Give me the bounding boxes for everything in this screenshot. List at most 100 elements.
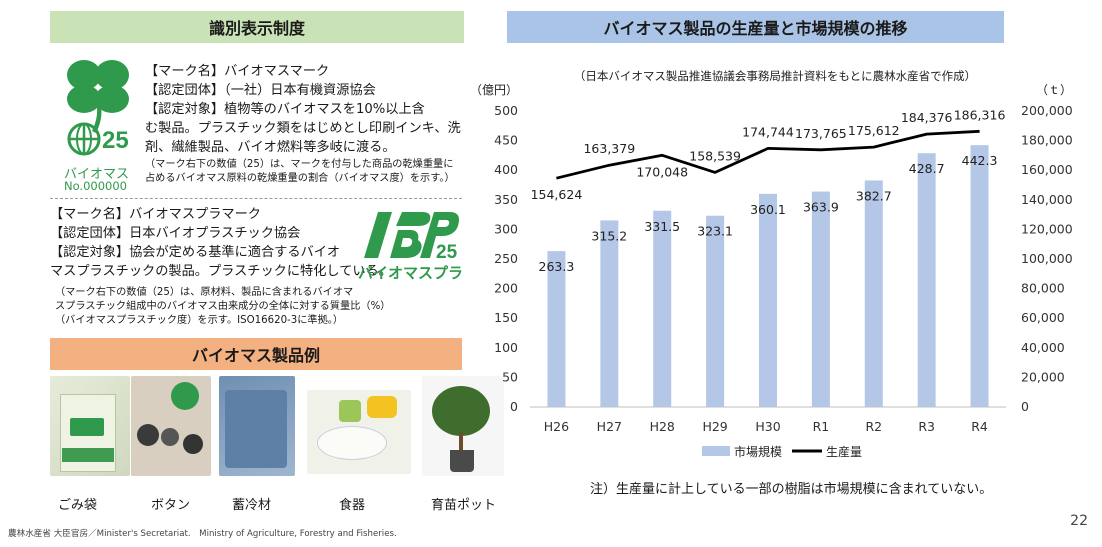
market-size-bar — [917, 153, 936, 407]
market-size-label: 428.7 — [909, 161, 945, 176]
example-caption: 蓄冷材 — [232, 498, 272, 513]
ident-section-title: 識別表示制度 — [208, 19, 305, 38]
y-right-tick: 160,000 — [1021, 162, 1073, 177]
y-left-tick: 400 — [494, 162, 518, 177]
example-caption: ごみ袋 — [58, 498, 98, 513]
section-divider — [50, 198, 462, 199]
y-right-tick: 40,000 — [1021, 340, 1065, 355]
biomass-mark-digits: 25 — [102, 127, 129, 154]
examples-section-title: バイオマス製品例 — [191, 346, 320, 365]
y-right-tick: 140,000 — [1021, 192, 1073, 207]
production-label: 175,612 — [848, 123, 900, 138]
production-label: 154,624 — [531, 187, 583, 202]
seedling-pot-photo — [422, 376, 504, 476]
market-size-bar — [759, 193, 777, 407]
market-size-bar — [547, 251, 566, 407]
market-size-bar — [864, 180, 883, 407]
mark1-note: 占めるバイオマス原料の乾燥重量の割合（バイオマス度）を示す。） — [145, 173, 455, 184]
page-number: 22 — [1070, 513, 1088, 529]
chart-section-header: バイオマス製品の生産量と市場規模の推移 — [507, 11, 1004, 43]
mark2-note: （バイオマスプラスチック度）を示す。ISO16620-3に準拠。） — [55, 315, 344, 326]
y-right-tick: 100,000 — [1021, 251, 1073, 266]
x-tick-label: R2 — [865, 419, 882, 434]
production-line — [556, 129, 980, 180]
production-market-chart: （日本バイオマス製品推進協議会事務局推計資料をもとに農林水産省で作成） （億円）… — [470, 69, 1073, 459]
chart-note: 注）生産量に計上している一部の樹脂は市場規模に含まれていない。 — [590, 482, 993, 497]
x-tick-label: H27 — [597, 419, 622, 434]
market-size-bar — [811, 191, 830, 407]
mark1-line: 剤、繊維製品、バイオ燃料等多岐に渡る。 — [145, 140, 396, 155]
mark1-line: 【認定対象】植物等のバイオマスを10%以上含 — [145, 102, 425, 117]
biomass-mark-number: No.000000 — [64, 179, 127, 193]
y-left-tick: 450 — [494, 133, 518, 148]
y-left-tick: 100 — [494, 340, 518, 355]
legend-line-label: 生産量 — [826, 444, 862, 459]
legend-bar-label: 市場規模 — [734, 444, 782, 459]
examples-section-header: バイオマス製品例 — [50, 338, 462, 370]
production-label: 158,539 — [689, 148, 741, 163]
cold-pack-photo — [219, 376, 295, 476]
mark1-line: む製品。プラスチック類をはじめとし印刷インキ、洗 — [145, 121, 461, 136]
bp-mark-text: バイオマスプラ — [358, 264, 464, 282]
y-right-unit: （ｔ） — [1036, 83, 1072, 97]
market-size-label: 315.2 — [591, 228, 627, 243]
mark2-note: スプラスチック組成中のバイオマス由来成分の全体に対する質量比（%） — [55, 301, 391, 312]
legend-bar-swatch — [702, 446, 730, 456]
mark2-line: 【認定対象】協会が定める基準に適合するバイオ — [50, 245, 341, 260]
market-size-label: 331.5 — [644, 219, 680, 234]
mark2-line: マスプラスチックの製品。プラスチックに特化している。 — [50, 264, 392, 279]
market-size-label: 360.1 — [750, 202, 786, 217]
chart-legend: 市場規模 生産量 — [702, 444, 862, 459]
mark1-note: （マーク右下の数値（25）は、マークを付与した商品の乾燥重量に — [145, 159, 454, 170]
y-left-tick: 150 — [494, 310, 518, 325]
market-size-label: 442.3 — [962, 153, 998, 168]
bp-mark-icon — [364, 212, 459, 258]
y-right-tick: 0 — [1021, 399, 1029, 414]
production-label: 173,765 — [795, 126, 847, 141]
example-caption: 食器 — [339, 498, 366, 513]
tableware-photo — [307, 390, 411, 474]
market-size-label: 323.1 — [697, 224, 733, 239]
mark2-note: （マーク右下の数値（25）は、原材料、製品に含まれるバイオマ — [55, 287, 354, 298]
mark1-line: 【マーク名】バイオマスマーク — [145, 64, 330, 79]
market-size-bar — [706, 215, 725, 407]
x-tick-label: H29 — [702, 419, 727, 434]
y-right-tick: 120,000 — [1021, 221, 1073, 236]
y-left-tick: 300 — [494, 221, 518, 236]
market-size-label: 263.3 — [539, 259, 575, 274]
y-left-tick: 50 — [502, 369, 518, 384]
production-label: 174,744 — [742, 124, 794, 139]
mark1-line: 【認定団体】（一社）日本有機資源協会 — [145, 83, 376, 98]
y-right-tick: 60,000 — [1021, 310, 1065, 325]
biomass-plastic-mark-logo: 25 バイオマスプラ — [358, 206, 464, 282]
production-label: 186,316 — [954, 107, 1006, 122]
x-tick-label: H28 — [650, 419, 675, 434]
footer-org: 農林水産省 大臣官房／Minister's Secretariat. Minis… — [8, 529, 397, 539]
x-tick-label: H30 — [755, 419, 780, 434]
y-left-tick: 350 — [494, 192, 518, 207]
market-size-bar — [970, 145, 989, 408]
production-label: 184,376 — [901, 110, 953, 125]
x-tick-label: R1 — [813, 419, 830, 434]
y-left-tick: 200 — [494, 281, 518, 296]
market-size-bar — [653, 210, 672, 407]
y-right-tick: 80,000 — [1021, 281, 1065, 296]
x-tick-label: R4 — [971, 419, 988, 434]
y-left-tick: 500 — [494, 103, 518, 118]
y-right-tick: 200,000 — [1021, 103, 1073, 118]
buttons-photo — [131, 376, 211, 476]
y-left-tick: 0 — [510, 399, 518, 414]
biomass-mark-word: バイオマス — [64, 167, 130, 182]
production-label: 163,379 — [583, 141, 635, 156]
mark2-line: 【認定団体】日本バイオプラスチック協会 — [50, 226, 301, 241]
garbage-bag-photo — [50, 376, 130, 476]
x-tick-label: R3 — [918, 419, 935, 434]
production-label: 170,048 — [636, 164, 688, 179]
garbage-bag-logo-icon — [70, 418, 104, 436]
x-tick-label: H26 — [544, 419, 569, 434]
example-caption: 育苗ポット — [431, 498, 497, 513]
biomass-mark-logo: 25 バイオマス No.000000 — [58, 53, 138, 193]
ident-section-header: 識別表示制度 — [50, 11, 464, 43]
market-size-label: 382.7 — [856, 188, 892, 203]
market-size-label: 363.9 — [803, 200, 839, 215]
